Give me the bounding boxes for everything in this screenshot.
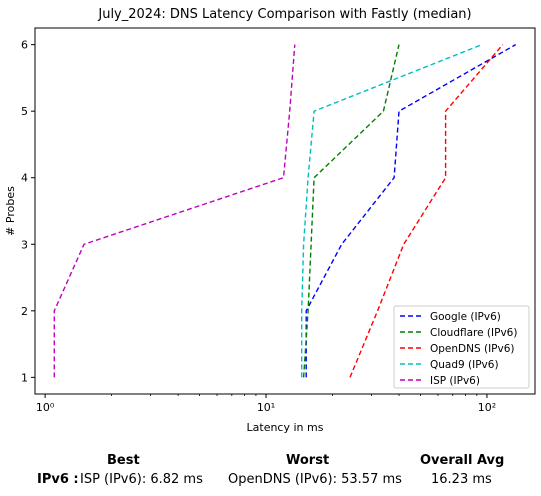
chart-legend: Google (IPv6) Cloudflare (IPv6) OpenDNS (I… [393, 305, 530, 389]
latency-chart: July_2024: DNS Latency Comparison with F… [4, 7, 536, 434]
legend-box [393, 305, 530, 389]
summary-row-label: IPv6 : [37, 472, 79, 487]
y-tick-label: 3 [21, 238, 28, 251]
plot-frame [34, 27, 536, 395]
legend-label-3: Quad9 (IPv6) [430, 359, 499, 371]
chart-title: July_2024: DNS Latency Comparison with F… [97, 7, 471, 22]
series-line-2 [349, 44, 504, 378]
y-axis-ticks: 1 2 3 4 5 6 [21, 39, 35, 384]
x-tick-label: 10⁰ [36, 401, 55, 414]
y-tick-label: 1 [21, 371, 28, 384]
summary-header-best: Best [107, 453, 140, 468]
y-axis-label: # Probes [4, 186, 17, 236]
legend-label-1: Cloudflare (IPv6) [430, 327, 517, 339]
y-tick-label: 6 [21, 39, 28, 52]
series-lines [53, 43, 517, 378]
y-tick-label: 5 [21, 105, 28, 118]
series-line-4 [53, 44, 296, 378]
x-tick-label: 10² [478, 401, 496, 414]
y-tick-label: 4 [21, 172, 28, 185]
summary-header-avg: Overall Avg [420, 453, 505, 468]
summary-header-worst: Worst [286, 453, 330, 468]
legend-label-0: Google (IPv6) [430, 311, 501, 323]
series-line-3 [301, 43, 483, 378]
summary-best-value: ISP (IPv6): 6.82 ms [80, 472, 203, 487]
legend-label-2: OpenDNS (IPv6) [430, 343, 515, 355]
series-line-1 [302, 44, 400, 378]
legend-label-4: ISP (IPv6) [430, 375, 480, 387]
y-tick-label: 2 [21, 305, 28, 318]
x-axis-ticks: 10⁰ 10¹ 10² [36, 394, 496, 414]
x-axis-label: Latency in ms [247, 421, 324, 434]
series-line-0 [305, 43, 517, 378]
x-tick-label: 10¹ [257, 401, 275, 414]
summary-avg-value: 16.23 ms [431, 472, 492, 487]
summary-worst-value: OpenDNS (IPv6): 53.57 ms [228, 472, 402, 487]
